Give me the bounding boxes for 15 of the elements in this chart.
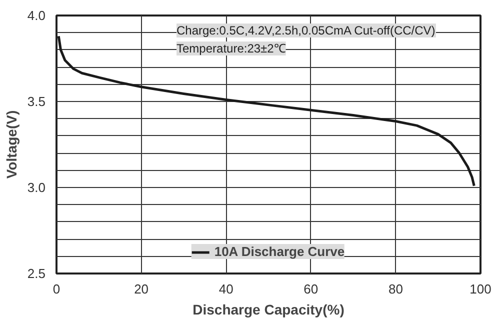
y-tick-label: 3.0 bbox=[27, 180, 46, 195]
annotation: Temperature:23±2℃ bbox=[176, 42, 286, 56]
y-axis-title: Voltage(V) bbox=[3, 110, 20, 179]
y-tick-label: 3.5 bbox=[27, 94, 46, 109]
y-tick-label: 2.5 bbox=[27, 266, 46, 281]
x-tick-label: 40 bbox=[218, 282, 234, 296]
x-tick-label: 80 bbox=[388, 282, 403, 296]
y-tick-label: 4.0 bbox=[27, 8, 46, 23]
annotation: Charge:0.5C,4.2V,2.5h,0.05CmA Cut-off(CC/CV) bbox=[176, 24, 436, 38]
x-tick-label: 60 bbox=[304, 282, 318, 296]
x-tick-label: 0 bbox=[52, 282, 60, 296]
legend-label: 10A Discharge Curve bbox=[214, 244, 345, 259]
x-axis-title: Discharge Capacity(%) bbox=[192, 302, 344, 318]
x-tick-label: 20 bbox=[134, 282, 149, 296]
x-tick-label: 100 bbox=[470, 282, 492, 296]
